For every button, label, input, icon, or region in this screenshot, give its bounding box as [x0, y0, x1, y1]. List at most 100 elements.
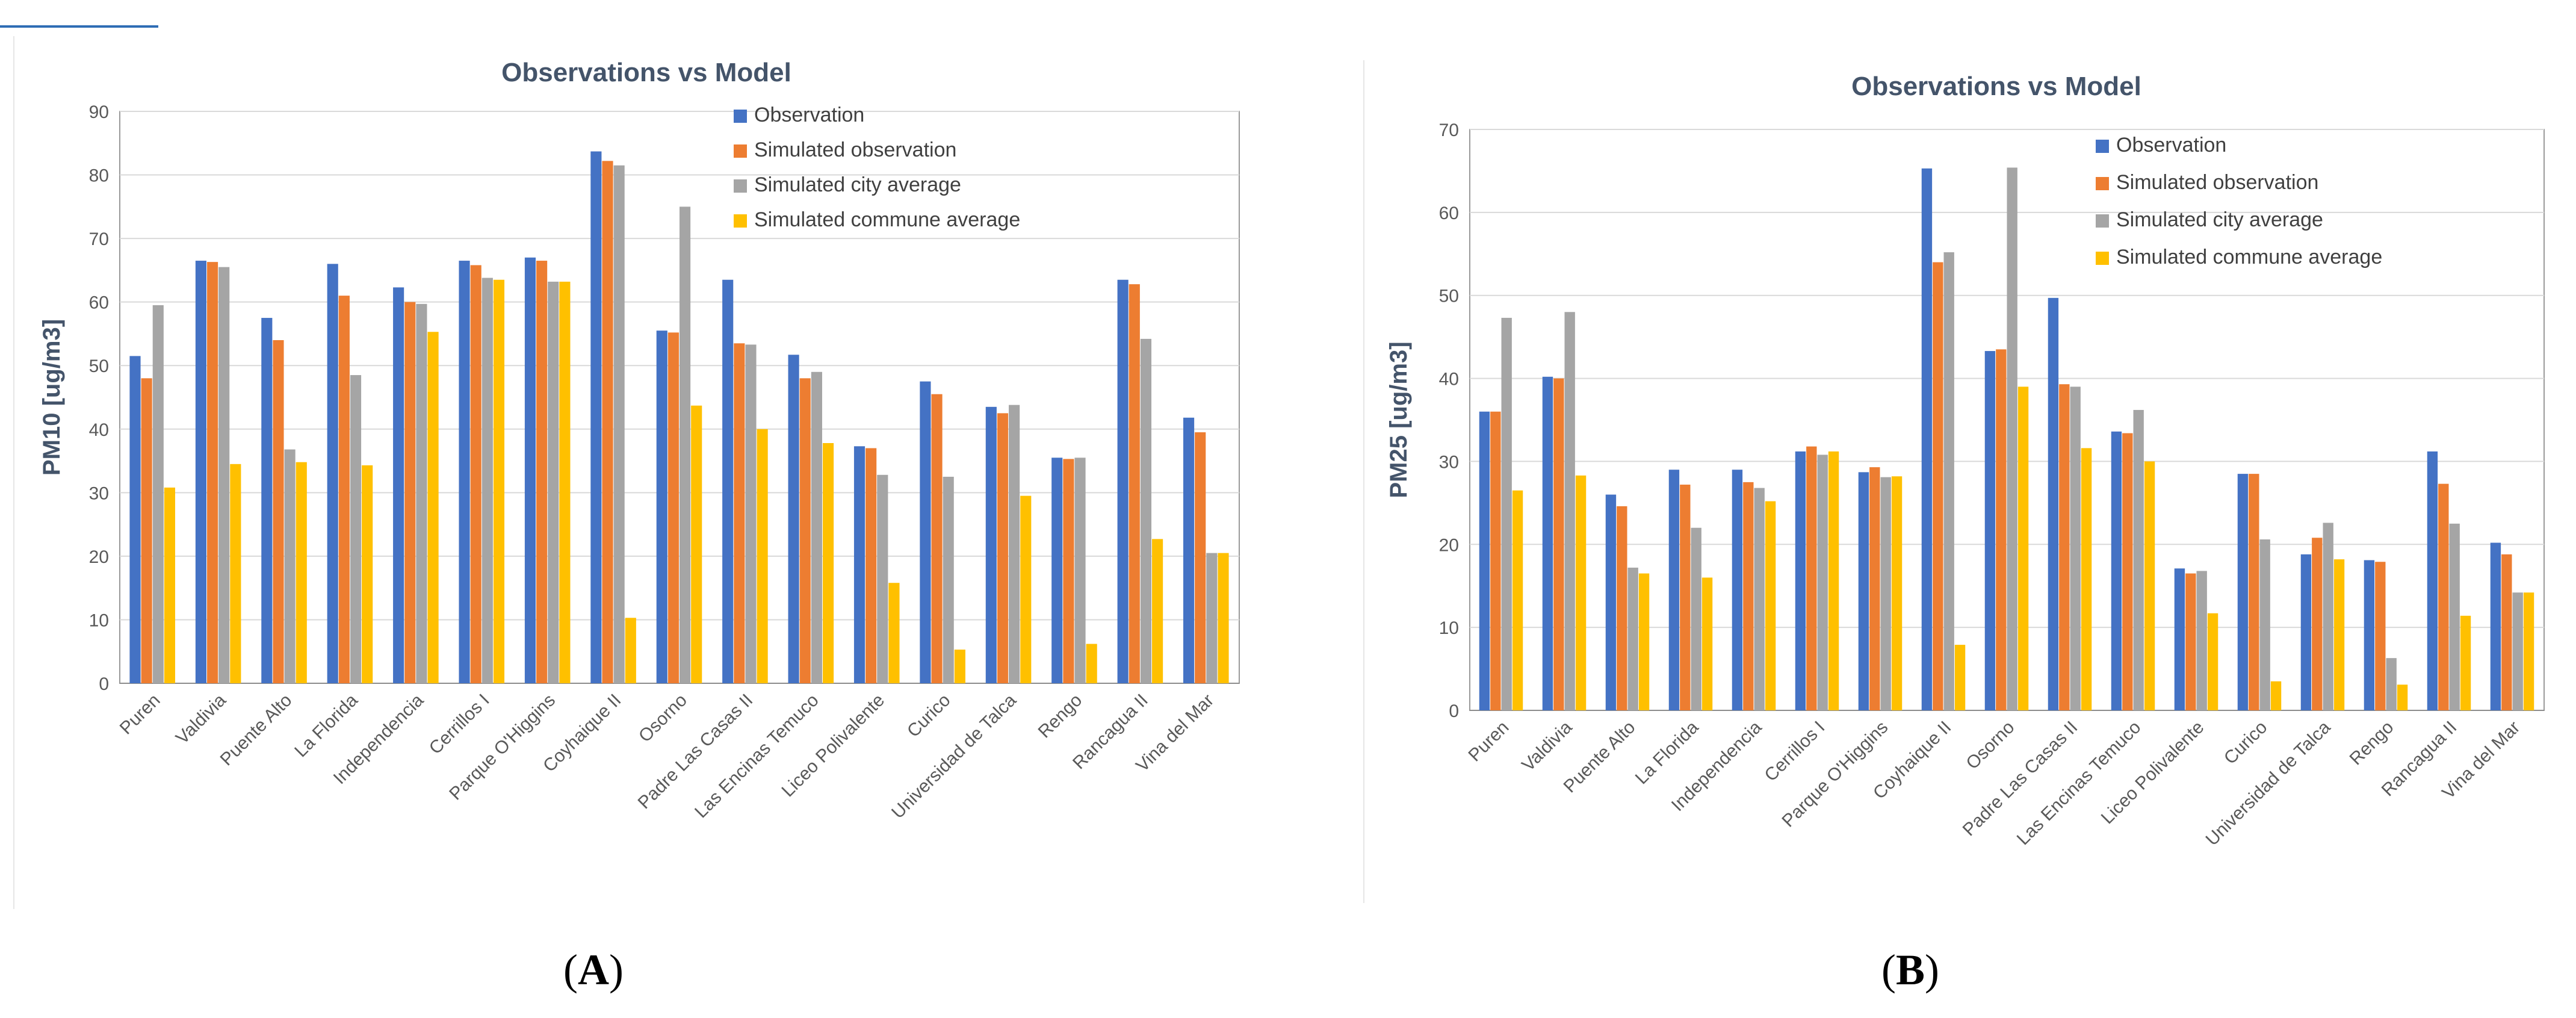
chart-b-x-tick-label: Valdivia [1518, 717, 1576, 775]
chart-b-y-tick-label: 50 [1439, 287, 1459, 306]
panel-label-a-close: ) [608, 946, 624, 994]
chart-a-x-tick-label: Puente Alto [217, 691, 296, 770]
chart-b-bar-observation-rengo [2364, 560, 2375, 710]
chart-a-bar-simulated-city-average-coyhaique-ii [613, 165, 625, 683]
chart-a-bar-simulated-observation-vina-del-mar [1195, 432, 1206, 683]
chart-a-bar-observation-liceo-polivalente [853, 446, 865, 683]
chart-a-y-tick-label: 50 [89, 356, 109, 376]
chart-a-legend-swatch-simulated-observation [734, 144, 747, 158]
chart-a-bar-simulated-commune-average-puren [164, 487, 175, 683]
chart-a-bar-simulated-observation-universidad-de-talca [997, 413, 1009, 683]
chart-a-y-tick-label: 60 [89, 293, 109, 313]
chart-b-bar-simulated-observation-la-florida [1680, 485, 1691, 710]
chart-b-bar-observation-padre-las-casas-ii [2048, 297, 2059, 711]
chart-b-bar-simulated-commune-average-cerrillos-i [1828, 451, 1839, 710]
chart-a-x-tick-label: Cerrillos I [426, 691, 494, 759]
chart-b-legend-label-observation: Observation [2116, 134, 2226, 157]
chart-b-x-tick-label: Puren [1465, 718, 1513, 766]
chart-b-bar-simulated-observation-padre-las-casas-ii [2059, 384, 2070, 710]
chart-b-bar-simulated-observation-independencia [1743, 482, 1754, 710]
chart-a-bar-observation-cerrillos-i [459, 261, 470, 683]
chart-a-bar-simulated-observation-la-florida [338, 296, 350, 684]
chart-a-bar-simulated-observation-puren [141, 378, 152, 683]
chart-a-bar-simulated-observation-puente-alto [273, 340, 284, 683]
chart-a-bar-simulated-city-average-valdivia [218, 267, 230, 684]
chart-b-bar-simulated-commune-average-puente-alto [1638, 573, 1650, 710]
chart-b-bar-observation-parque-o-higgins [1858, 472, 1869, 710]
chart-b-x-tick-label: Universidad de Talca [2202, 717, 2335, 849]
chart-b-bar-simulated-commune-average-rancagua-ii [2460, 615, 2471, 710]
chart-b-y-tick-label: 40 [1439, 370, 1459, 390]
chart-b-bar-simulated-commune-average-las-encinas-temuco [2144, 461, 2155, 710]
chart-a-bar-observation-puente-alto [261, 318, 273, 683]
chart-panel-a: 0 10 20 30 40 50 60 70 80 90 Observations vs Model… [13, 36, 1281, 909]
chart-b-bar-observation-independencia [1732, 470, 1743, 710]
chart-a-y-axis-label: PM10 [ug/m3] [39, 319, 65, 476]
chart-b-bar-simulated-observation-las-encinas-temuco [2122, 433, 2133, 710]
chart-a-bar-observation-valdivia [195, 261, 206, 683]
chart-b-bar-simulated-commune-average-universidad-de-talca [2333, 559, 2345, 710]
chart-b-bar-simulated-city-average-padre-las-casas-ii [2070, 386, 2081, 710]
chart-a-bar-simulated-city-average-parque-o-higgins [548, 281, 559, 683]
chart-a-bar-simulated-city-average-puren [152, 305, 164, 683]
chart-b-bar-simulated-commune-average-parque-o-higgins [1891, 476, 1903, 710]
chart-b-bar-simulated-commune-average-vina-del-mar [2523, 592, 2534, 710]
chart-b-bar-simulated-city-average-osorno [2007, 167, 2017, 710]
chart-b-bar-simulated-city-average-las-encinas-temuco [2133, 409, 2144, 710]
chart-b-bar-observation-liceo-polivalente [2174, 568, 2185, 710]
chart-b-y-tick-label: 10 [1439, 618, 1459, 638]
chart-b-bar-simulated-city-average-universidad-de-talca [2323, 523, 2333, 710]
chart-a-bar-observation-coyhaique-ii [590, 151, 602, 683]
panel-label-a-letter: A [577, 946, 609, 994]
chart-a-title: Observations vs Model [501, 58, 791, 87]
panel-label-b-letter: B [1895, 946, 1925, 994]
chart-a-legend-swatch-simulated-commune-average [734, 214, 747, 228]
chart-b-legend-label-simulated-city-average: Simulated city average [2116, 208, 2323, 231]
chart-b-y-tick-label: 70 [1439, 120, 1459, 140]
chart-b-legend-swatch-simulated-commune-average [2096, 252, 2109, 265]
chart-b-bar-simulated-city-average-puren [1501, 317, 1512, 710]
chart-b-bar-simulated-city-average-independencia [1754, 488, 1765, 710]
chart-a-bar-simulated-commune-average-curico [954, 650, 965, 683]
chart-a-x-tick-label: Rengo [1035, 691, 1086, 742]
chart-a-bar-simulated-commune-average-independencia [427, 332, 439, 683]
chart-b-bar-observation-valdivia [1542, 376, 1553, 710]
panel-label-b-open: ( [1881, 946, 1896, 994]
chart-a-bar-simulated-city-average-puente-alto [284, 449, 296, 683]
chart-a-bar-simulated-city-average-las-encinas-temuco [811, 371, 822, 683]
chart-a-bar-simulated-city-average-vina-del-mar [1206, 553, 1218, 683]
chart-b-bar-simulated-observation-vina-del-mar [2501, 554, 2512, 710]
chart-a-y-tick-label: 10 [89, 610, 109, 630]
chart-a-bar-simulated-observation-coyhaique-ii [602, 161, 613, 683]
chart-a-x-tick-label: Osorno [635, 691, 691, 746]
chart-a-legend-label-simulated-observation: Simulated observation [754, 138, 956, 161]
chart-b-bar-simulated-commune-average-la-florida [1701, 577, 1713, 710]
chart-a-bar-simulated-commune-average-coyhaique-ii [625, 618, 636, 683]
chart-a-bar-simulated-observation-independencia [404, 302, 416, 684]
chart-a-bar-observation-parque-o-higgins [524, 257, 536, 683]
chart-b-x-tick-label: Rengo [2346, 718, 2398, 769]
chart-a-y-tick-label: 30 [89, 483, 109, 503]
chart-a-bar-simulated-city-average-la-florida [350, 375, 362, 683]
chart-b-bar-simulated-commune-average-valdivia [1575, 475, 1587, 710]
chart-a-x-tick-label: Puren [116, 691, 164, 739]
chart-a-bar-observation-osorno [656, 331, 667, 683]
chart-b-bar-simulated-city-average-liceo-polivalente [2196, 571, 2207, 710]
top-decorative-rule [0, 25, 158, 28]
chart-b-legend-label-simulated-commune-average: Simulated commune average [2116, 246, 2382, 268]
chart-b-bar-simulated-city-average-puente-alto [1627, 567, 1638, 710]
chart-a-y-tick-label: 80 [89, 166, 109, 186]
chart-b-bar-simulated-observation-liceo-polivalente [2185, 573, 2196, 710]
chart-a-bar-simulated-observation-rancagua-ii [1129, 284, 1140, 684]
chart-a-y-tick-label: 20 [89, 547, 109, 567]
chart-a-x-tick-label: La Florida [291, 690, 362, 761]
chart-b-bar-observation-puren [1479, 411, 1490, 710]
chart-b-bar-simulated-commune-average-liceo-polivalente [2207, 613, 2218, 710]
chart-b-bar-observation-la-florida [1668, 470, 1680, 710]
panel-label-a: (A) [563, 945, 624, 995]
chart-b-y-tick-label: 60 [1439, 203, 1459, 223]
chart-a-bar-simulated-city-average-liceo-polivalente [877, 474, 888, 683]
chart-b-bar-simulated-commune-average-independencia [1765, 501, 1776, 710]
chart-b-bar-observation-cerrillos-i [1795, 451, 1806, 710]
chart-b-bar-simulated-observation-cerrillos-i [1806, 446, 1817, 710]
